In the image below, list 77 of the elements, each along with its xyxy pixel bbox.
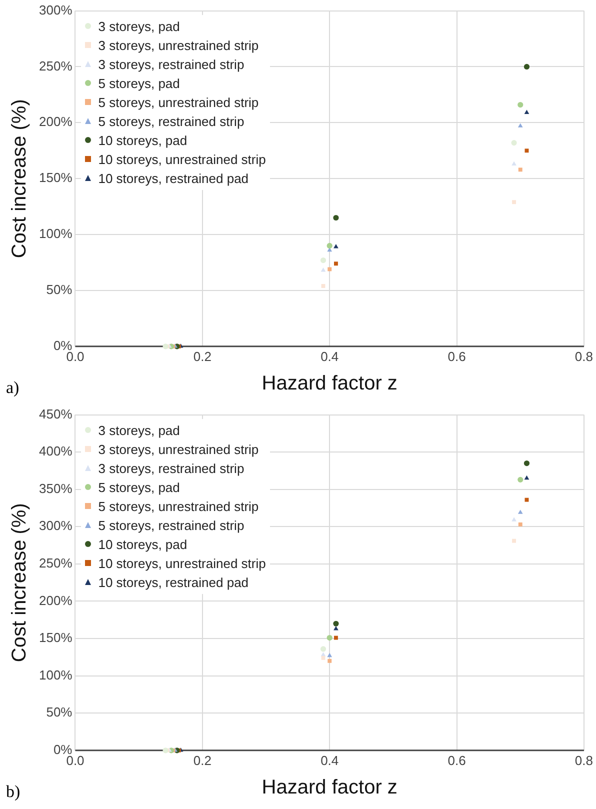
y-tick-label: 100%	[39, 667, 73, 682]
y-tick-label: 400%	[39, 444, 73, 459]
y-tick-label: 100%	[39, 226, 73, 242]
legend-label: 10 storeys, restrained pad	[98, 170, 249, 188]
x-tick-label: 0.8	[574, 348, 594, 364]
point	[511, 140, 517, 146]
legend-label: 5 storeys, unrestrained strip	[98, 94, 259, 112]
y-tick-label: 150%	[39, 630, 73, 646]
y-tick-label: 150%	[39, 170, 73, 186]
point	[320, 268, 326, 272]
legend-label: 3 storeys, unrestrained strip	[98, 440, 259, 459]
text: b)	[6, 782, 20, 802]
x-axis-title: Hazard factor z	[262, 372, 398, 395]
legend-label: 10 storeys, unrestrained strip	[98, 150, 266, 169]
legend-label: 5 storeys, unrestrained strip	[98, 498, 259, 516]
point	[334, 262, 338, 266]
legend-label: 3 storeys, restrained strip	[98, 56, 244, 74]
legend-label: 3 storeys, unrestrained strip	[98, 36, 259, 55]
y-tick-label: 300%	[39, 2, 73, 18]
point	[162, 748, 168, 754]
point	[162, 344, 168, 350]
legend-label: 5 storeys, pad	[98, 478, 180, 497]
x-tick-label: 0.8	[574, 752, 594, 768]
x-axis-title: Hazard factor z	[262, 776, 398, 799]
legend-label: 5 storeys, restrained strip	[98, 516, 244, 535]
legend-label: 10 storeys, restrained pad	[98, 574, 249, 592]
point	[512, 517, 516, 522]
y-tick-label: 450%	[39, 406, 73, 422]
point	[524, 64, 530, 70]
y-tick-label: 350%	[39, 480, 73, 496]
legend-label: 3 storeys, pad	[98, 18, 180, 36]
legend-label: 3 storeys, pad	[98, 422, 180, 440]
legend-label: 3 storeys, restrained strip	[98, 460, 244, 478]
point	[518, 168, 522, 172]
point	[524, 475, 530, 480]
point	[320, 257, 326, 264]
point	[320, 646, 326, 652]
x-tick-label: 0.2	[193, 752, 212, 768]
point	[524, 460, 530, 466]
y-axis-title: Cost increase (%)	[8, 503, 31, 662]
y-tick-label: 250%	[39, 58, 73, 74]
y-tick-label: 300%	[39, 518, 73, 534]
point	[512, 161, 516, 166]
point	[333, 620, 339, 626]
point	[518, 476, 524, 482]
point	[518, 510, 523, 514]
y-tick-label: 200%	[39, 592, 73, 608]
legend-label: 10 storeys, unrestrained strip	[98, 554, 266, 573]
x-tick-label: 0.2	[193, 348, 212, 364]
x-tick-label: 0.4	[320, 348, 339, 364]
point	[320, 652, 326, 656]
point	[327, 652, 332, 658]
point	[518, 522, 522, 526]
legend-label: 5 storeys, pad	[98, 74, 180, 93]
point	[333, 214, 339, 221]
point	[328, 658, 332, 663]
point	[326, 242, 332, 249]
y-tick-label: 250%	[39, 556, 73, 571]
x-tick-label: 0.6	[448, 348, 466, 364]
point	[328, 267, 332, 272]
y-tick-label: 200%	[39, 114, 73, 130]
y-tick-label: 50%	[46, 282, 73, 298]
legend-label: 10 storeys, pad	[98, 536, 188, 554]
point	[524, 110, 530, 114]
point	[334, 636, 338, 640]
point	[326, 634, 332, 641]
point	[518, 123, 523, 128]
point	[512, 200, 516, 204]
text: a)	[6, 378, 20, 398]
y-tick-label: 50%	[46, 704, 73, 720]
legend-label: 10 storeys, pad	[98, 132, 188, 150]
point	[518, 102, 524, 108]
legend-label: 5 storeys, restrained strip	[98, 112, 244, 131]
point	[512, 538, 516, 543]
y-axis-title: Cost increase (%)	[8, 99, 31, 258]
x-tick-label: 0.6	[448, 752, 466, 768]
x-tick-label: 0.4	[320, 752, 339, 768]
